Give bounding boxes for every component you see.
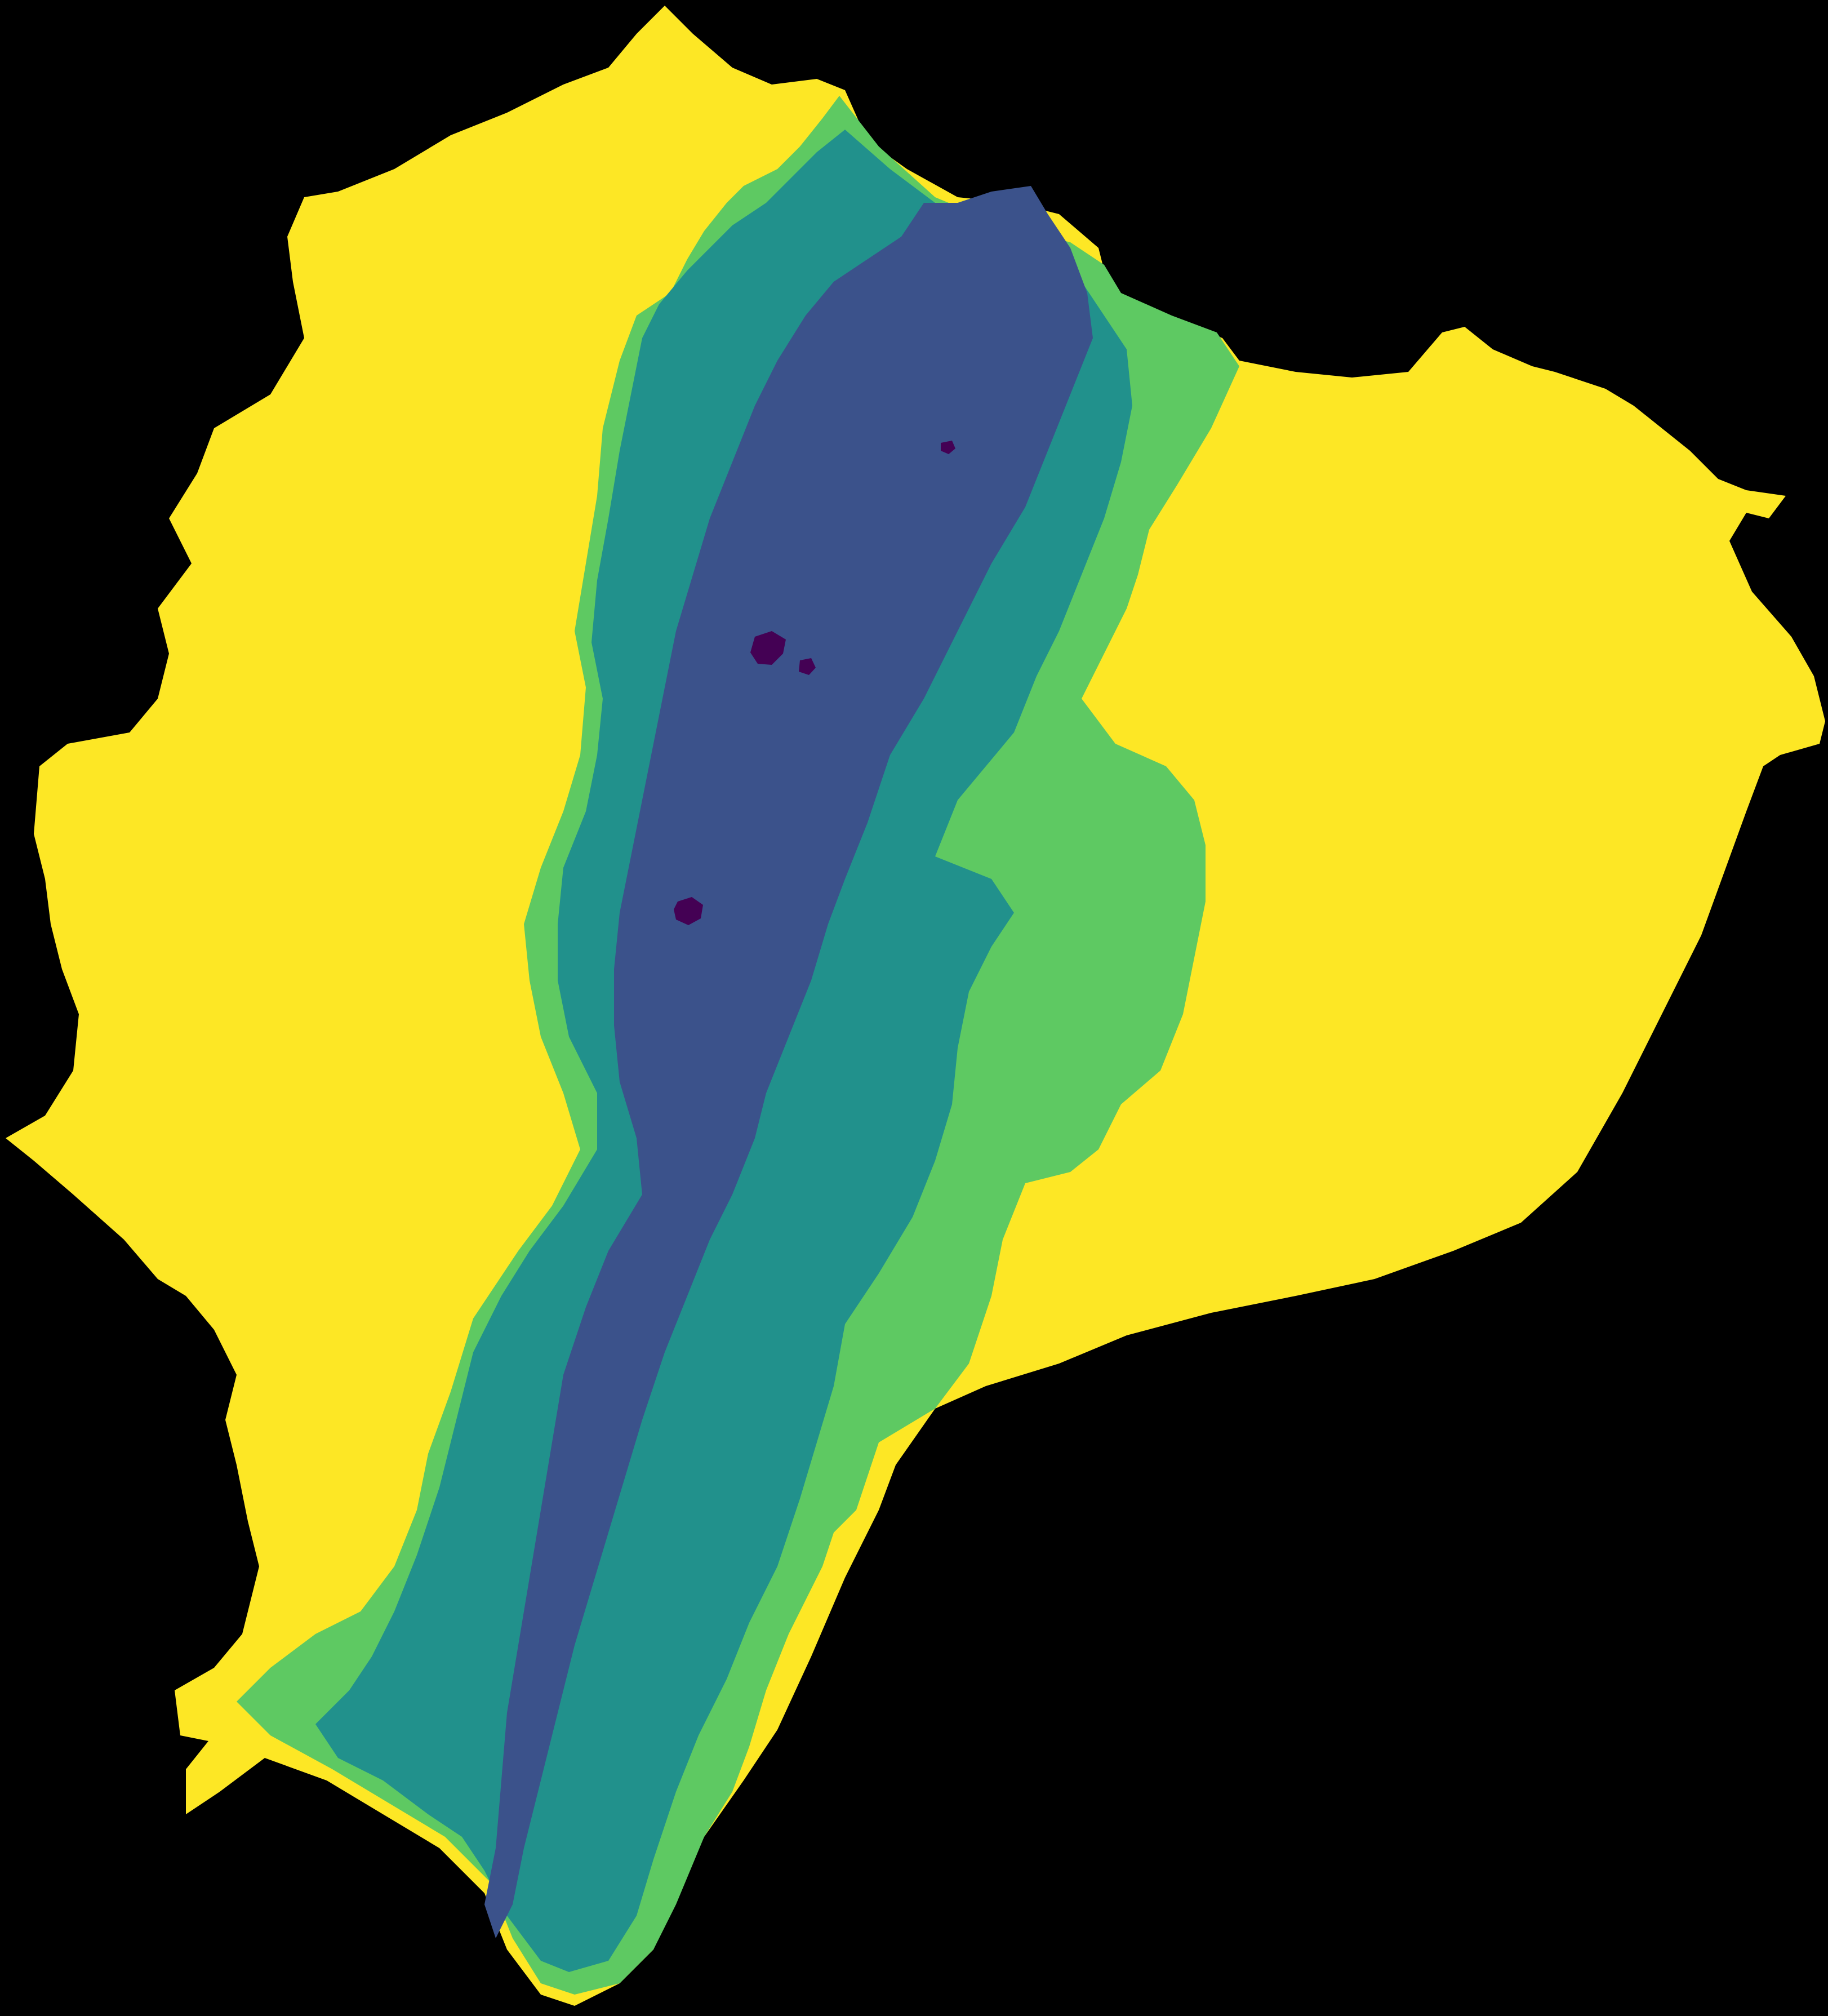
region-class-2	[484, 186, 1093, 1938]
region-class-1-b	[799, 658, 816, 675]
region-class-1-d	[941, 441, 955, 454]
region-class-1-c	[674, 897, 703, 925]
region-class-1-a	[750, 631, 786, 665]
